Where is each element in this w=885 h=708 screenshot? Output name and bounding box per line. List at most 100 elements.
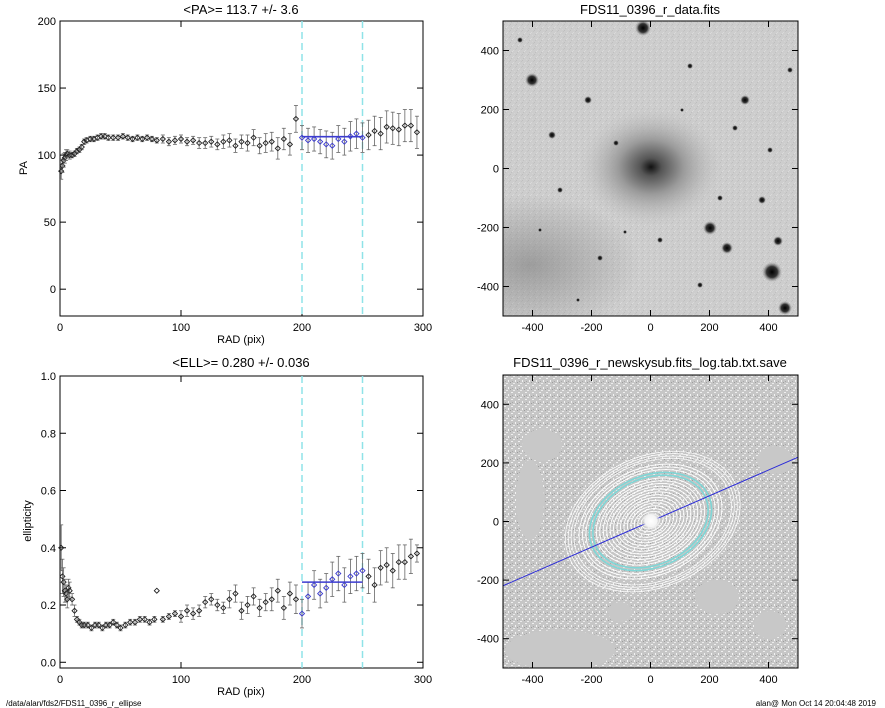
pa-data-point (280, 135, 287, 143)
img2-ytick-label: -400 (477, 634, 499, 646)
pa-data-point (226, 137, 233, 144)
ell-data-point (208, 596, 215, 603)
img2-xtick-label: 0 (647, 674, 653, 686)
pa-data-point (110, 134, 117, 141)
img2-xtick-label: -400 (521, 674, 543, 686)
pa-data-point (250, 134, 257, 141)
ell-data-point (141, 616, 148, 623)
pa-data-point (323, 141, 330, 148)
pa-data-point (68, 151, 76, 159)
pa-data-point (341, 138, 348, 145)
pa-data-point (304, 137, 312, 144)
ell-data-point (413, 550, 421, 557)
img2-xtick-label: 400 (759, 674, 777, 686)
ell-data-point (304, 593, 312, 600)
img1-title: FDS11_0396_r_data.fits (580, 2, 720, 17)
ell-data-point (250, 593, 257, 600)
pa-data-point (377, 130, 384, 137)
pa-data-point (129, 135, 136, 143)
ell-data-point (365, 573, 372, 580)
img2-ytick-label: -200 (477, 575, 499, 587)
pa-data-point (66, 151, 73, 159)
pa-ytick-label: 50 (44, 217, 56, 229)
ell-data-point (99, 624, 106, 632)
pa-data-point (310, 135, 318, 143)
ell-data-point (78, 621, 85, 629)
ell-data-point (88, 624, 95, 632)
img1-xtick-label: -200 (580, 322, 602, 334)
pa-data-point (286, 141, 294, 148)
pa-data-point (143, 134, 151, 141)
ell-data-point (310, 581, 318, 589)
ell-xtick-label: 300 (414, 674, 432, 686)
pa-data-point (220, 138, 227, 145)
pa-data-point (401, 122, 408, 129)
pa-data-point (317, 138, 324, 145)
ell-data-point (60, 578, 67, 586)
ell-data-point (238, 607, 245, 614)
ell-data-point (268, 596, 275, 603)
img1-ytick-label: 0 (493, 164, 499, 176)
ellipticity-plot: <ELL>= 0.280 +/- 0.036 RAD (pix) ellipti… (22, 355, 432, 698)
ell-data-point (401, 558, 408, 566)
pa-data-point (58, 168, 65, 175)
ell-data-point (61, 587, 68, 594)
pa-data-point (59, 162, 66, 169)
isophote-image (503, 375, 798, 668)
ell-data-point (136, 616, 143, 623)
pa-axes-frame (59, 20, 424, 317)
ell-data-point (389, 567, 396, 574)
pa-data-point (183, 138, 191, 145)
ell-data-point (189, 610, 197, 617)
pa-data-point (395, 126, 402, 133)
ell-data-point (58, 544, 65, 551)
pa-data-point (139, 135, 146, 143)
ell-data-point (71, 607, 78, 614)
outer-isophote-ellipse (564, 450, 741, 593)
ell-xtick-label: 100 (172, 674, 190, 686)
ell-data-point (377, 564, 384, 571)
pa-data-point (134, 134, 141, 141)
ell-data-point (117, 624, 124, 632)
pa-data-point (159, 135, 166, 143)
ell-data-point (220, 604, 227, 612)
img1-xtick-label: 0 (647, 322, 653, 334)
ell-data-point (65, 584, 72, 591)
ell-data-point (244, 601, 251, 609)
pa-data-point (268, 138, 275, 145)
pa-data-point (196, 139, 203, 147)
pa-data-point (232, 142, 239, 149)
pa-data-point (153, 137, 160, 144)
ell-data-point (64, 596, 71, 603)
ell-data-point (127, 619, 134, 626)
ell-data-point (256, 604, 263, 612)
ell-data-point (383, 561, 390, 569)
ell-data-point (165, 613, 173, 620)
pa-ytick-label: 150 (38, 83, 56, 95)
ell-xtick-label: 0 (57, 674, 63, 686)
pa-ylabel: PA (18, 160, 30, 175)
pa-data-point (202, 139, 209, 147)
ell-axes-frame (59, 375, 424, 669)
footer-path: /data/alan/fds2/FDS11_0396_r_ellipse (6, 699, 142, 708)
galaxy-core (641, 511, 661, 531)
pa-data-point (208, 138, 215, 145)
pa-data-point (177, 135, 185, 143)
ell-data-point (66, 587, 73, 594)
outer-isophote-ellipse (573, 457, 732, 586)
pa-plot: <PA>= 113.7 +/- 3.6 RAD (pix) PA 0 100 200… (18, 2, 432, 346)
ell-data-point (395, 558, 402, 566)
pa-data-point (148, 135, 156, 143)
pa-xtick-label: 200 (293, 322, 311, 334)
ell-data-point (274, 587, 281, 594)
ell-data-point (232, 590, 239, 597)
ell-data-point (407, 553, 415, 560)
ell-data-point (202, 599, 209, 606)
ell-ytick-label: 0.2 (41, 600, 56, 612)
ell-data-point (159, 616, 166, 623)
ell-data-point (353, 570, 360, 577)
ell-xlabel: RAD (pix) (217, 686, 265, 698)
ell-data-point (95, 621, 102, 629)
ell-data-point (153, 587, 160, 594)
ell-data-point (62, 590, 70, 597)
